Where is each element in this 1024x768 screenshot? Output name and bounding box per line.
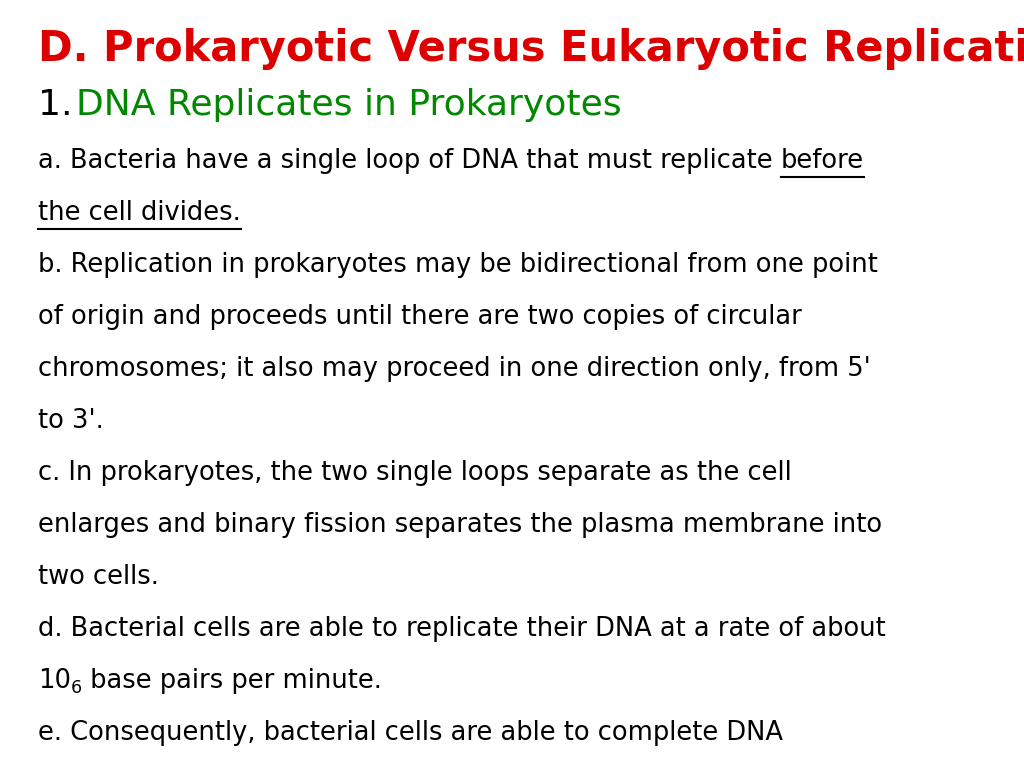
Text: base pairs per minute.: base pairs per minute. — [82, 668, 382, 694]
Text: d. Bacterial cells are able to replicate their DNA at a rate of about: d. Bacterial cells are able to replicate… — [38, 616, 886, 642]
Text: before: before — [780, 148, 864, 174]
Text: b. Replication in prokaryotes may be bidirectional from one point: b. Replication in prokaryotes may be bid… — [38, 252, 878, 278]
Text: DNA Replicates in Prokaryotes: DNA Replicates in Prokaryotes — [77, 88, 623, 122]
Text: the cell divides.: the cell divides. — [38, 200, 241, 226]
Text: 6: 6 — [71, 680, 82, 697]
Text: e. Consequently, bacterial cells are able to complete DNA: e. Consequently, bacterial cells are abl… — [38, 720, 783, 746]
Text: c. In prokaryotes, the two single loops separate as the cell: c. In prokaryotes, the two single loops … — [38, 460, 792, 486]
Text: to 3'.: to 3'. — [38, 408, 103, 434]
Text: 1.: 1. — [38, 88, 73, 122]
Text: of origin and proceeds until there are two copies of circular: of origin and proceeds until there are t… — [38, 304, 802, 330]
Text: two cells.: two cells. — [38, 564, 159, 590]
Text: D. Prokaryotic Versus Eukaryotic Replication: D. Prokaryotic Versus Eukaryotic Replica… — [38, 28, 1024, 70]
Text: 10: 10 — [38, 668, 71, 694]
Text: a. Bacteria have a single loop of DNA that must replicate: a. Bacteria have a single loop of DNA th… — [38, 148, 780, 174]
Text: chromosomes; it also may proceed in one direction only, from 5': chromosomes; it also may proceed in one … — [38, 356, 870, 382]
Text: enlarges and binary fission separates the plasma membrane into: enlarges and binary fission separates th… — [38, 512, 882, 538]
